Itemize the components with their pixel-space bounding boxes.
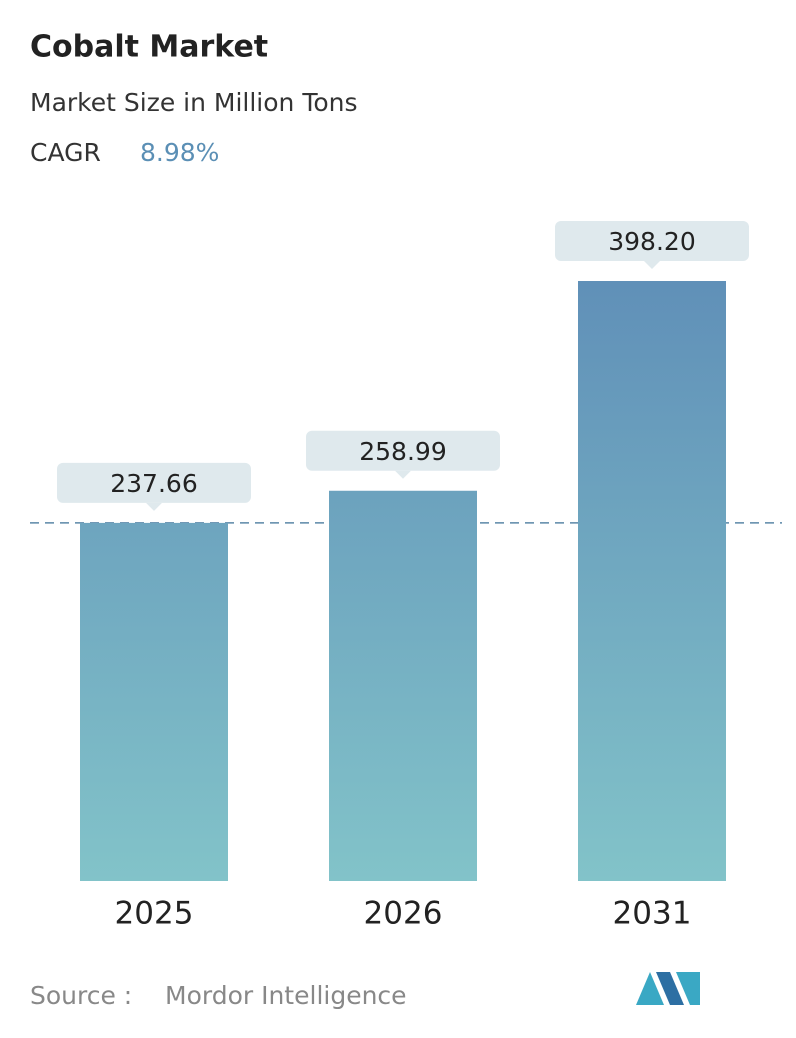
value-label-pointer xyxy=(644,261,660,269)
bar xyxy=(80,522,228,881)
chart-subtitle: Market Size in Million Tons xyxy=(30,88,358,117)
x-tick-label: 2031 xyxy=(613,896,692,932)
x-tick-label: 2026 xyxy=(364,896,443,932)
x-tick-label: 2025 xyxy=(115,896,194,932)
value-label-pointer xyxy=(395,470,411,479)
bar xyxy=(329,490,477,881)
source-name: Mordor Intelligence xyxy=(165,981,407,1010)
value-label: 258.99 xyxy=(359,437,446,466)
value-label: 398.20 xyxy=(608,227,695,256)
cagr-label: CAGR xyxy=(30,138,101,167)
value-label-box xyxy=(306,430,500,471)
cagr-value: 8.98% xyxy=(140,138,219,167)
value-label-box xyxy=(57,462,251,503)
source-label: Source : xyxy=(30,981,132,1010)
logo xyxy=(636,972,700,1005)
bar xyxy=(578,281,726,881)
value-label-box xyxy=(555,221,749,261)
value-label-pointer xyxy=(146,502,162,511)
value-label: 237.66 xyxy=(110,469,197,498)
chart-title: Cobalt Market xyxy=(30,30,268,65)
